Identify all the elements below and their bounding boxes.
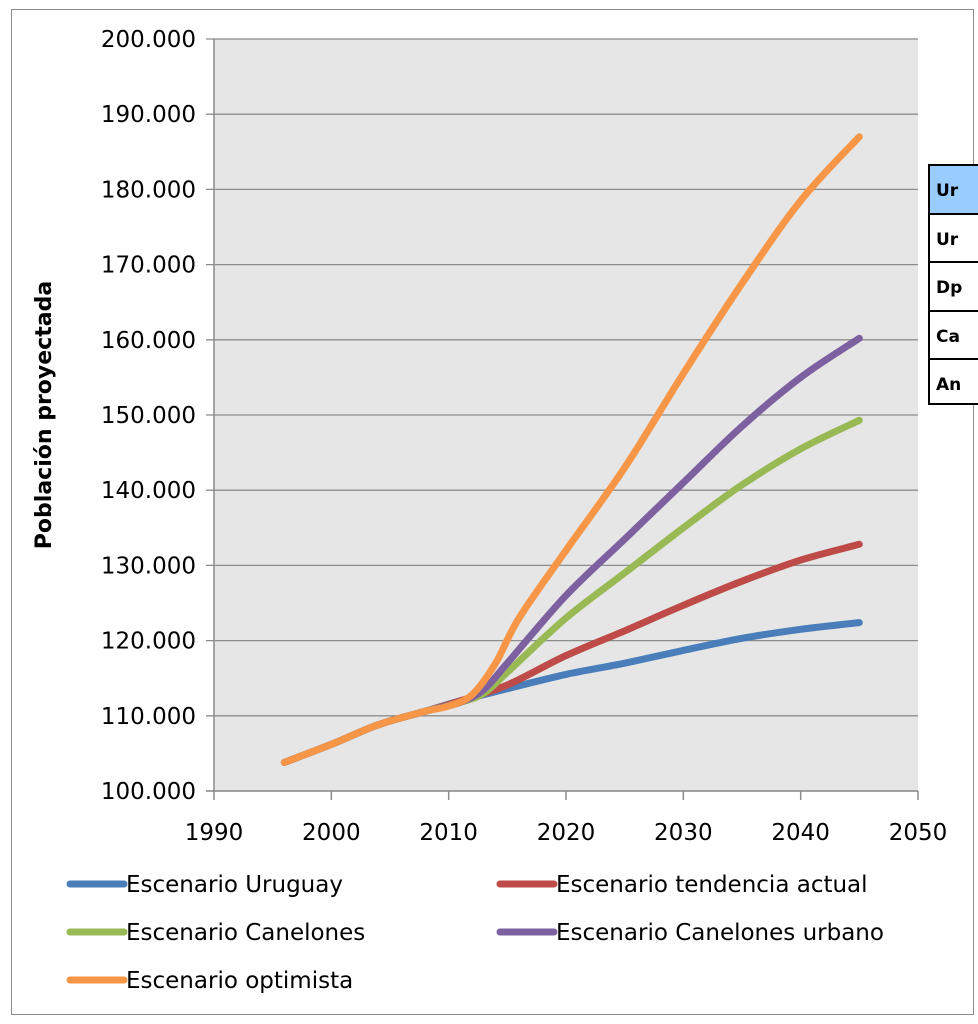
- overlay-table: Ur Ur Dp Ca An: [928, 164, 978, 405]
- y-tick-label: 160.000: [101, 328, 196, 354]
- series-line: [280, 133, 863, 766]
- x-tick-label: 2050: [889, 820, 948, 846]
- legend: Escenario Uruguay Escenario tendencia act…: [66, 872, 884, 994]
- legend-item: Escenario Canelones urbano: [496, 920, 884, 946]
- x-tick-label: 2030: [654, 820, 713, 846]
- y-tick-label: 100.000: [101, 779, 196, 805]
- legend-label: Escenario Uruguay: [126, 872, 343, 898]
- y-tick-label: 130.000: [101, 553, 196, 579]
- legend-label: Escenario optimista: [126, 968, 353, 994]
- y-tick-label: 180.000: [101, 177, 196, 203]
- table-cell-text: Dp: [936, 278, 962, 298]
- y-tick-label: 200.000: [101, 27, 196, 53]
- x-tick-labels: 1990 2000 2010 2020 2030 2040 2050: [185, 820, 948, 846]
- x-tick-label: 2000: [302, 820, 361, 846]
- y-tick-label: 150.000: [101, 403, 196, 429]
- table-cell-text: Ur: [936, 230, 959, 250]
- x-tick-label: 2020: [537, 820, 596, 846]
- x-tick-label: 1990: [185, 820, 244, 846]
- y-tick-label: 120.000: [101, 629, 196, 655]
- table-cell-text: An: [936, 375, 961, 395]
- series-lines: [280, 133, 863, 766]
- table-row: [928, 358, 978, 405]
- y-tick-label: 140.000: [101, 478, 196, 504]
- legend-label: Escenario Canelones urbano: [556, 920, 884, 946]
- y-tick-labels: 100.000 110.000 120.000 130.000 140.000 150.0…: [101, 27, 196, 805]
- y-tick-label: 110.000: [101, 704, 196, 730]
- x-tick-label: 2040: [771, 820, 830, 846]
- chart-frame: [11, 9, 974, 1015]
- legend-item: Escenario Uruguay: [66, 872, 343, 898]
- y-tick-label: 190.000: [101, 102, 196, 128]
- y-tick-label: 170.000: [101, 253, 196, 279]
- table-cell-text: Ur: [936, 181, 959, 201]
- y-axis-title: Población proyectada: [32, 281, 57, 549]
- x-tick-label: 2010: [419, 820, 478, 846]
- legend-item: Escenario tendencia actual: [496, 872, 868, 898]
- legend-label: Escenario Canelones: [126, 920, 365, 946]
- axes: [206, 39, 919, 800]
- legend-item: Escenario Canelones: [66, 920, 365, 946]
- table-row: [928, 164, 978, 215]
- legend-item: Escenario optimista: [66, 968, 353, 994]
- legend-label: Escenario tendencia actual: [556, 872, 868, 898]
- table-cell-text: Ca: [936, 327, 960, 347]
